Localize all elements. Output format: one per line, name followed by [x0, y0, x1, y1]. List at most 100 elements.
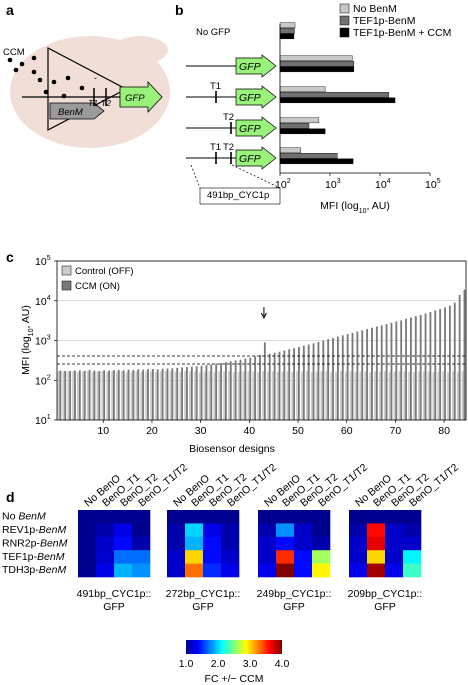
- bar-c-s0-47: [281, 371, 284, 420]
- bar-c-s0-58: [335, 372, 337, 420]
- bar-c-s0-66: [374, 371, 376, 420]
- bar-c-s1-48: [288, 349, 291, 420]
- bar-c-s1-82: [453, 302, 456, 420]
- heatmap-cell-2-4-1: [276, 563, 295, 578]
- bar-c-s1-27: [186, 367, 188, 420]
- colorbar-label: FC +/− CCM: [205, 673, 264, 685]
- heatmap-cell-0-4-2: [114, 563, 133, 578]
- heatmap-cell-0-0-0: [78, 510, 97, 524]
- bar-c-s0-69: [388, 372, 391, 420]
- bar-c-s1-8: [93, 370, 96, 420]
- group-label-d-3-line2: GFP: [374, 601, 396, 613]
- heatmap-cell-2-3-3: [312, 550, 331, 564]
- bar-c-s1-42: [259, 355, 261, 420]
- bar-c-s1-60: [346, 334, 349, 420]
- bar-c-s0-30: [198, 372, 201, 420]
- legend-label-b-1: TEF1p-BenM: [353, 15, 415, 27]
- operator-symbol: ˇ: [94, 76, 97, 86]
- heatmap-cell-3-2-1: [367, 536, 386, 551]
- tick-label-c-y-4: 105: [35, 255, 51, 268]
- legend-label-b-2: TEF1p-BenM + CCM: [353, 27, 451, 39]
- t1-label: T1: [88, 98, 98, 108]
- bar-c-s0-60: [344, 371, 347, 420]
- heatmap-cell-3-3-0: [349, 550, 368, 564]
- bar-c-s1-59: [341, 335, 344, 420]
- heatmap-cell-1-4-2: [203, 563, 222, 578]
- heatmap-cell-1-0-1: [185, 510, 204, 524]
- bar-c-s0-61: [349, 371, 352, 420]
- heatmap-cell-2-1-1: [276, 523, 295, 538]
- heatmap-cell-1-4-3: [221, 563, 240, 578]
- heatmap-cell-3-4-1: [367, 563, 386, 578]
- bar-c-s1-77: [429, 312, 432, 420]
- bar-c-s0-7: [86, 371, 89, 420]
- heatmap-cell-0-3-1: [96, 550, 115, 564]
- bar-c-s1-9: [98, 371, 101, 420]
- bar-c-s1-14: [122, 370, 125, 420]
- bar-c-s0-26: [179, 372, 182, 420]
- bar-b-s0-r4: [279, 147, 301, 154]
- construct-t2-label-3: T2: [223, 112, 234, 123]
- tick-label-c-x-0: 10: [97, 425, 109, 437]
- heatmap-cell-0-0-2: [114, 510, 133, 524]
- panel-c-y-ticks: 101 102 103 104 105: [35, 255, 57, 427]
- tick-label-b-1: 103: [325, 178, 341, 191]
- heatmap-cell-3-4-3: [403, 563, 422, 578]
- bar-c-s1-43: [263, 342, 266, 420]
- bar-c-s0-9: [96, 371, 99, 420]
- bar-c-s1-23: [166, 368, 169, 420]
- bar-c-s0-3: [67, 371, 70, 420]
- bar-b-s1-r3: [279, 123, 310, 129]
- bar-c-s0-79: [437, 371, 440, 420]
- bar-b-s0-r2: [279, 86, 326, 93]
- heatmap-cell-3-4-0: [349, 563, 368, 578]
- bar-b-s2-r0: [279, 33, 295, 40]
- legend-swatch-ccm: [61, 280, 72, 291]
- panel-letter-b: b: [175, 2, 184, 18]
- bar-c-s0-31: [203, 371, 206, 420]
- bar-c-s0-27: [184, 371, 187, 420]
- heatmap-cell-2-3-1: [276, 550, 295, 564]
- colorbar: [186, 640, 282, 654]
- heatmap-cell-3-1-0: [349, 523, 368, 538]
- bar-c-s0-8: [91, 372, 94, 420]
- bar-c-s1-57: [332, 337, 334, 420]
- bar-c-s1-53: [312, 343, 315, 420]
- legend-swatch-b-1: [339, 15, 350, 26]
- bar-c-s1-71: [400, 320, 403, 420]
- bar-c-s1-74: [414, 316, 417, 420]
- bar-c-s0-51: [301, 371, 303, 420]
- panel-a-diagram: CCM BenM T1 T2 ˇ GFP: [3, 36, 170, 148]
- bar-c-s1-5: [78, 370, 81, 420]
- bar-c-s0-10: [101, 371, 104, 420]
- bar-c-s0-49: [291, 372, 294, 420]
- bar-c-s1-28: [190, 366, 193, 420]
- promoter-label: 491bp_CYC1p: [207, 190, 269, 201]
- construct-gfp-label-4: GFP: [239, 153, 261, 165]
- bar-c-s0-19: [145, 371, 148, 420]
- bar-b-s1-r0: [279, 28, 295, 34]
- bar-c-s0-13: [116, 371, 118, 420]
- bar-c-s1-78: [434, 310, 437, 420]
- bar-c-s0-2: [62, 371, 65, 420]
- bar-c-s1-44: [268, 353, 271, 420]
- bar-c-s0-25: [174, 371, 177, 420]
- heatmap-cell-0-0-3: [132, 510, 151, 524]
- bar-c-s1-63: [361, 330, 364, 420]
- heatmap-cell-2-0-2: [294, 510, 313, 524]
- bar-b-s0-r3: [279, 117, 320, 124]
- bar-c-s1-35: [224, 362, 227, 420]
- row-label-d-2: RNR2p-BenM: [2, 537, 68, 549]
- t2-label: T2: [101, 98, 111, 108]
- bar-c-s0-36: [228, 371, 230, 420]
- promoter-dash-right: [231, 164, 281, 189]
- heatmap-cell-1-2-3: [221, 536, 240, 551]
- panel-c-legend: Control (OFF) CCM (ON): [61, 265, 134, 292]
- bar-c-s1-30: [200, 365, 203, 420]
- bar-c-s0-62: [354, 372, 357, 420]
- heatmap-cell-0-4-3: [132, 563, 151, 578]
- bar-b-s2-r4: [279, 158, 354, 165]
- group-label-d-2-line1: 249bp_CYC1p::: [257, 588, 332, 600]
